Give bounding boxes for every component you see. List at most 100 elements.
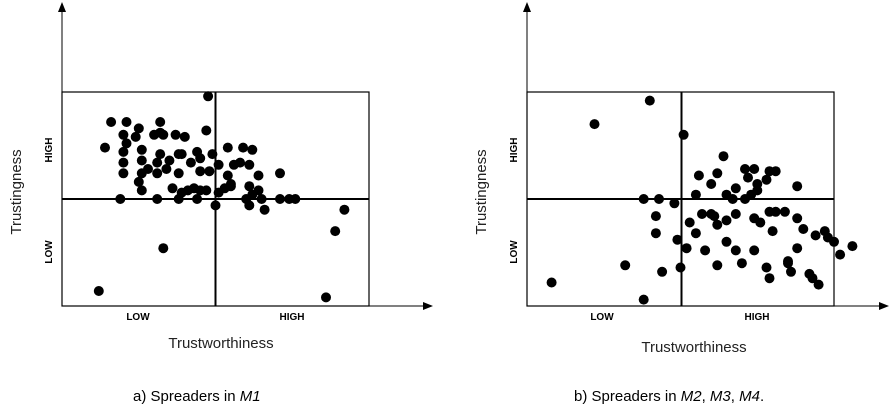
scatter-point [136, 144, 147, 155]
scatter-point [330, 226, 341, 237]
scatter-point [650, 211, 661, 222]
scatter-point [749, 245, 760, 256]
scatter-point [740, 194, 750, 204]
scatter-point [152, 194, 163, 204]
y-axis-title: Trustingness [473, 149, 490, 234]
scatter-point [339, 204, 350, 215]
scatter-point [284, 194, 295, 204]
scatter-point [792, 213, 803, 224]
scatter-point [690, 228, 701, 239]
scatter-point [167, 183, 178, 194]
scatter-point [767, 226, 778, 237]
scatter-point [244, 181, 255, 192]
scatter-point [779, 206, 790, 217]
scatter-point [201, 125, 212, 136]
scatter-point [829, 236, 839, 247]
scatter-point [275, 194, 285, 204]
scatter-point [743, 172, 753, 183]
scatter-point [721, 215, 732, 226]
scatter-point [672, 234, 683, 245]
scatter-point [684, 217, 695, 228]
caption-b-model-1: M2 [680, 388, 702, 405]
scatter-point [173, 149, 184, 160]
scatter-point [256, 194, 267, 204]
scatter-point [235, 157, 246, 168]
scatter-point [155, 149, 166, 160]
scatter-point [93, 286, 104, 296]
panel-a: LOW HIGH LOW HIGH Trustworthiness Trusti… [8, 2, 433, 352]
y-tick-low: LOW [509, 240, 520, 264]
scatter-point [847, 241, 858, 252]
scatter-point [712, 219, 723, 230]
scatter-point [650, 228, 661, 239]
scatter-point [740, 164, 750, 174]
caption-a-prefix: a) Spreaders in [133, 388, 240, 405]
scatter-point [222, 142, 233, 153]
scatter-point [118, 157, 129, 168]
scatter-point [158, 129, 169, 140]
y-tick-high: HIGH [509, 138, 520, 163]
scatter-point [213, 159, 224, 170]
scatter-point [730, 209, 741, 219]
scatter-point [133, 176, 144, 187]
scatter-point [807, 273, 818, 284]
scatter-point [770, 206, 781, 217]
scatter-point [546, 277, 557, 288]
scatter-point [761, 262, 772, 273]
scatter-point [210, 200, 221, 211]
scatter-point [170, 129, 181, 140]
x-tick-low: LOW [590, 312, 614, 323]
scatter-point [173, 168, 184, 179]
scatter-points [546, 95, 858, 305]
scatter-point [669, 198, 680, 209]
x-axis-arrow-icon [423, 302, 433, 310]
scatter-points [93, 91, 350, 303]
caption-b-prefix: b) Spreaders in [574, 388, 681, 405]
x-tick-high: HIGH [280, 312, 305, 323]
scatter-point [133, 123, 144, 134]
scatter-point [712, 260, 723, 271]
scatter-point [654, 194, 664, 204]
scatter-point [179, 131, 190, 142]
caption-b: b) Spreaders in M2, M3, M4. [574, 388, 764, 405]
y-axis-arrow-icon [58, 2, 66, 12]
scatter-point [678, 129, 689, 140]
scatter-point [247, 144, 258, 155]
caption-a-model: M1 [239, 388, 261, 405]
scatter-point [130, 131, 141, 142]
scatter-point [204, 166, 215, 177]
scatter-point [819, 226, 830, 237]
scatter-point [143, 164, 153, 174]
caption-b-suffix: . [759, 388, 765, 405]
scatter-point [195, 185, 206, 196]
scatter-point [730, 245, 741, 256]
x-axis-title: Trustworthiness [641, 339, 746, 356]
scatter-point [192, 194, 203, 204]
scatter-point [718, 151, 729, 162]
scatter-point [213, 187, 224, 198]
scatter-point [164, 155, 175, 166]
scatter-point [115, 194, 126, 204]
scatter-point [253, 170, 264, 181]
scatter-point [764, 273, 775, 284]
scatter-point [693, 170, 704, 181]
scatter-point [259, 204, 270, 215]
scatter-point [706, 179, 717, 189]
scatter-point [121, 117, 132, 127]
scatter-point [810, 230, 821, 241]
panel-b: LOW HIGH LOW HIGH Trustworthiness Trusti… [473, 2, 889, 356]
scatter-point [783, 258, 793, 269]
scatter-point [173, 194, 184, 204]
scatter-point [690, 189, 701, 200]
scatter-point [185, 157, 196, 168]
scatter-point [118, 168, 129, 179]
scatter-point [161, 164, 172, 174]
scatter-point [222, 170, 233, 181]
scatter-point [253, 185, 264, 196]
scatter-point [207, 149, 218, 160]
scatter-point [736, 258, 747, 269]
scatter-point [727, 194, 738, 204]
scatter-point [100, 142, 110, 153]
scatter-point [657, 266, 668, 277]
